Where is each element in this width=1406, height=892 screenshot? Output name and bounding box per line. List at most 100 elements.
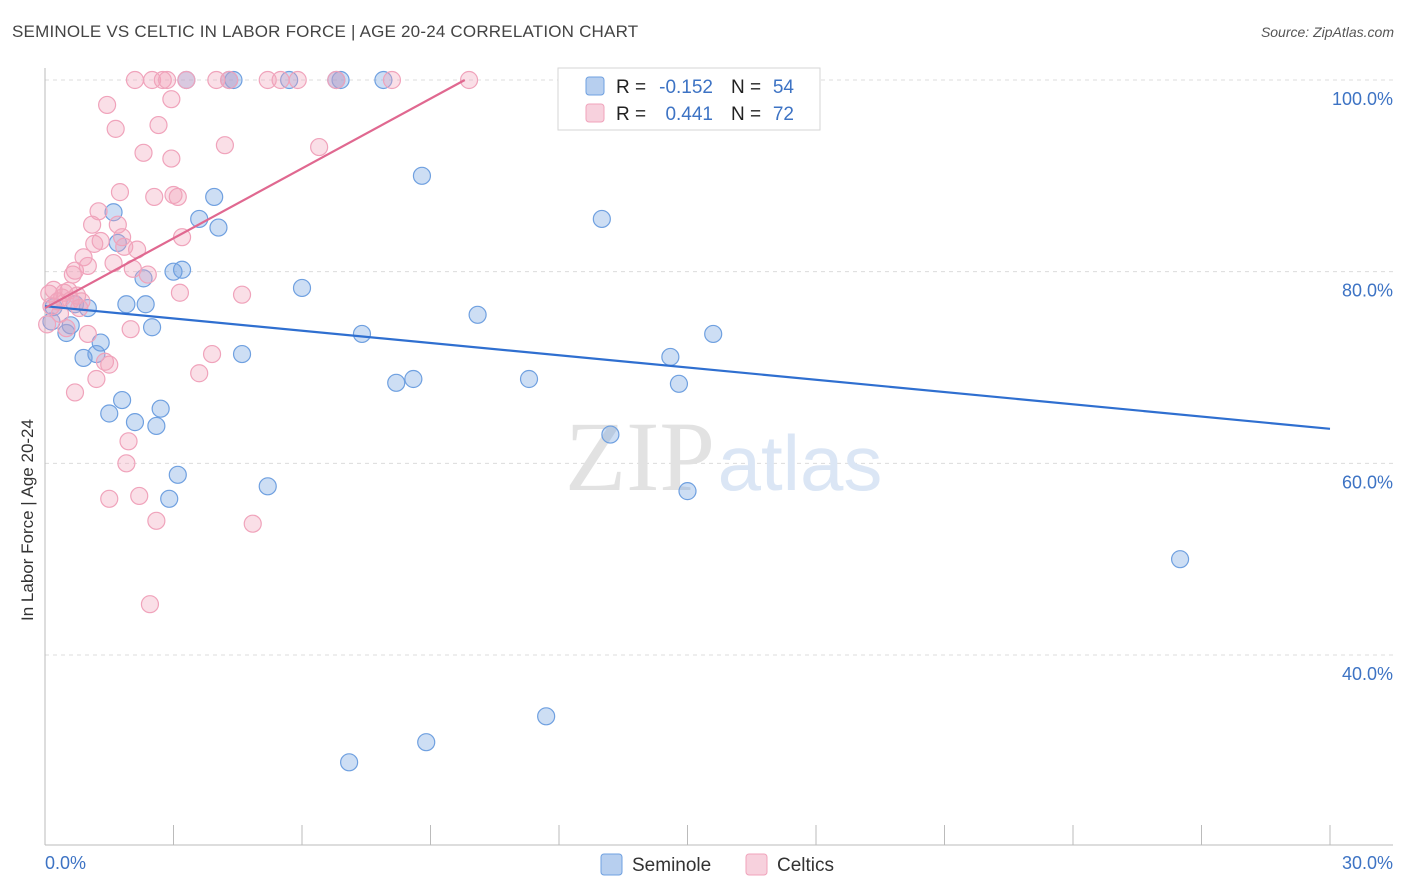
data-point — [387, 373, 406, 392]
chart-source: Source: ZipAtlas.com — [1260, 24, 1394, 40]
data-point — [537, 707, 556, 726]
stats-r-value: -0.152 — [659, 77, 713, 98]
data-point — [209, 218, 228, 237]
data-point — [661, 347, 680, 367]
data-point — [678, 482, 697, 501]
stats-n-value: 54 — [773, 77, 795, 98]
data-point — [177, 70, 196, 90]
data-point — [243, 514, 262, 533]
data-point — [138, 265, 157, 284]
data-point — [190, 364, 209, 383]
data-point — [125, 70, 145, 90]
stats-r-label: R = — [616, 104, 646, 125]
data-point — [117, 295, 136, 314]
data-point — [258, 477, 277, 496]
watermark-zip: ZIP — [565, 401, 715, 512]
data-point — [258, 70, 277, 90]
data-point — [125, 413, 145, 432]
data-point — [160, 489, 179, 508]
stats-n-label: N = — [731, 104, 761, 125]
y-tick-label: 100.0% — [1332, 89, 1393, 109]
data-point — [205, 187, 224, 207]
stats-swatch-celtics — [585, 103, 605, 123]
data-point — [592, 209, 611, 229]
data-point — [147, 416, 166, 436]
data-point — [331, 70, 350, 90]
data-point — [78, 324, 97, 344]
data-point — [57, 319, 76, 338]
data-point — [100, 489, 119, 508]
data-point — [112, 390, 132, 410]
data-point — [170, 283, 190, 302]
data-point — [110, 183, 130, 202]
data-point — [207, 70, 226, 90]
data-point — [352, 324, 372, 344]
stats-r-value: 0.441 — [665, 104, 713, 125]
stats-n-label: N = — [731, 77, 761, 98]
data-point — [117, 454, 136, 473]
y-tick-label: 80.0% — [1342, 281, 1393, 301]
data-point — [78, 256, 97, 276]
data-point — [459, 70, 479, 90]
data-point — [232, 285, 252, 304]
data-point — [149, 115, 168, 135]
data-point — [327, 70, 346, 90]
data-point — [412, 166, 432, 185]
data-point — [232, 344, 252, 364]
y-tick-label: 40.0% — [1342, 664, 1393, 684]
data-point — [145, 187, 164, 207]
stats-swatch-seminole — [585, 76, 605, 96]
data-point — [121, 320, 140, 339]
data-point — [220, 70, 239, 90]
data-point — [91, 231, 110, 251]
data-point — [382, 70, 402, 90]
data-point — [215, 136, 234, 155]
data-point — [65, 383, 85, 402]
stats-r-label: R = — [616, 77, 646, 98]
data-point — [136, 295, 155, 314]
data-point — [202, 344, 222, 364]
y-tick-label: 60.0% — [1342, 472, 1393, 492]
data-point — [168, 465, 187, 484]
data-point — [100, 404, 119, 423]
data-point — [417, 733, 436, 752]
data-point — [106, 119, 125, 138]
data-point — [669, 374, 689, 393]
data-point — [119, 432, 138, 451]
trendline-seminole — [44, 305, 1331, 430]
data-point — [130, 486, 149, 506]
trendline-celtics — [44, 79, 466, 310]
data-point — [89, 202, 108, 221]
x-tick-label-min: 0.0% — [45, 853, 86, 873]
data-point — [91, 333, 110, 352]
data-point — [134, 143, 153, 162]
chart-title: SEMINOLE VS CELTIC IN LABOR FORCE | AGE … — [12, 22, 639, 41]
data-point — [310, 137, 329, 157]
legend-label-celtics: Celtics — [777, 855, 834, 876]
data-point — [704, 324, 723, 344]
data-point — [519, 369, 539, 389]
data-point — [404, 369, 423, 389]
data-point — [288, 70, 307, 90]
legend-label-seminole: Seminole — [632, 855, 711, 876]
data-point — [147, 511, 166, 530]
data-point — [271, 70, 290, 90]
data-point — [142, 70, 162, 90]
data-point — [104, 253, 123, 273]
legend-swatch-celtics — [745, 853, 768, 876]
data-point — [142, 318, 162, 337]
data-point — [1170, 550, 1190, 569]
data-point — [100, 355, 119, 374]
data-point — [87, 369, 106, 389]
data-point — [168, 187, 187, 207]
data-point — [98, 95, 117, 115]
data-point — [292, 278, 312, 298]
data-point — [153, 70, 172, 90]
data-point — [157, 70, 177, 90]
series-celtics-points — [38, 70, 479, 614]
data-point — [38, 315, 57, 334]
x-tick-label-max: 30.0% — [1342, 853, 1393, 873]
data-point — [601, 425, 620, 444]
data-point — [172, 260, 192, 279]
